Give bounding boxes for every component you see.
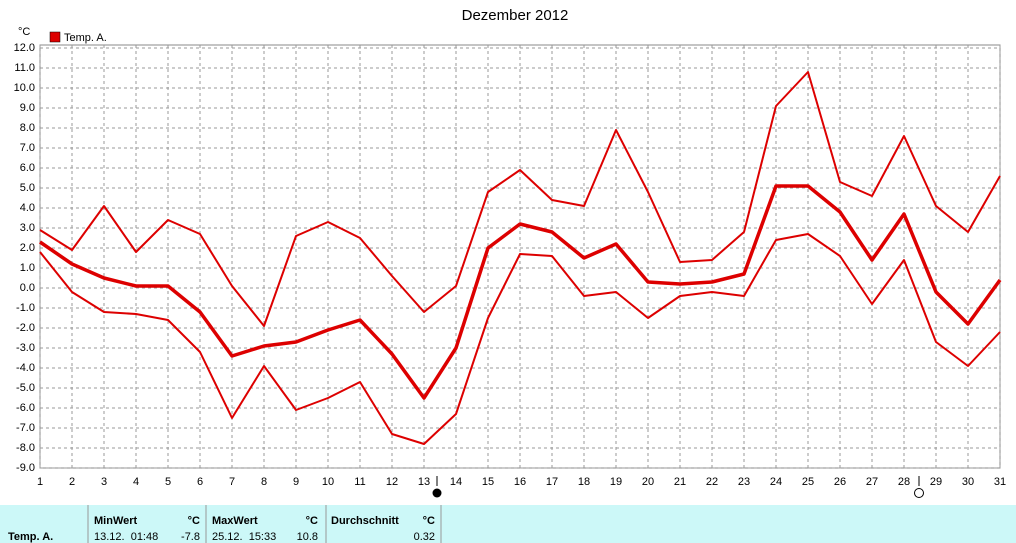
- stats-panel: [0, 505, 1016, 543]
- x-tick-label: 25: [802, 476, 814, 488]
- legend-swatch: [49, 31, 61, 43]
- x-tick-label: 22: [706, 476, 718, 488]
- legend-label: Temp. A.: [64, 32, 107, 44]
- x-tick-label: 28: [898, 476, 910, 488]
- y-tick-label: -1.0: [16, 302, 35, 314]
- stat-title: MinWert: [94, 515, 138, 527]
- new-moon: [432, 488, 442, 498]
- y-tick-label: 2.0: [20, 242, 35, 254]
- y-tick-label: 8.0: [20, 122, 35, 134]
- y-tick-label: -9.0: [16, 462, 35, 474]
- stat-title: Durchschnitt: [331, 515, 399, 527]
- y-tick-label: -7.0: [16, 422, 35, 434]
- stat-unit: °C: [306, 515, 318, 527]
- y-tick-label: -2.0: [16, 322, 35, 334]
- x-tick-label: 3: [101, 476, 107, 488]
- x-tick-label: 16: [514, 476, 526, 488]
- x-tick-label: 11: [354, 476, 365, 488]
- stat-title: MaxWert: [212, 515, 258, 527]
- x-tick-label: 19: [610, 476, 622, 488]
- y-tick-label: -3.0: [16, 342, 35, 354]
- series-line: [39, 71, 1001, 327]
- chart-title: Dezember 2012: [462, 7, 569, 24]
- stats-label: Temp. A.: [8, 531, 53, 543]
- full-moon: [914, 488, 924, 498]
- x-tick-label: 23: [738, 476, 750, 488]
- y-unit: °C: [18, 26, 30, 38]
- y-tick-label: 10.0: [14, 82, 35, 94]
- stat-value: -7.8: [181, 531, 200, 543]
- x-tick-label: 4: [133, 476, 139, 488]
- x-tick-label: 10: [322, 476, 334, 488]
- stat-value: 0.32: [414, 531, 435, 543]
- y-tick-label: 9.0: [20, 102, 35, 114]
- x-tick-label: 20: [642, 476, 654, 488]
- x-tick-label: 9: [293, 476, 299, 488]
- x-tick-label: 30: [962, 476, 974, 488]
- x-tick-label: 7: [229, 476, 235, 488]
- x-tick-label: 5: [165, 476, 171, 488]
- series-line: [39, 233, 1001, 445]
- x-tick-label: 14: [450, 476, 462, 488]
- x-tick-label: 27: [866, 476, 878, 488]
- y-tick-label: 7.0: [20, 142, 35, 154]
- y-tick-label: -4.0: [16, 362, 35, 374]
- x-tick-label: 13: [418, 476, 430, 488]
- y-tick-label: 5.0: [20, 182, 35, 194]
- y-tick-label: 3.0: [20, 222, 35, 234]
- stat-value: 10.8: [297, 531, 318, 543]
- stat-unit: °C: [188, 515, 200, 527]
- y-tick-label: 1.0: [20, 262, 35, 274]
- x-tick-label: 15: [482, 476, 494, 488]
- stat-time: 13.12. 01:48: [94, 531, 158, 543]
- x-tick-label: 12: [386, 476, 398, 488]
- y-tick-label: 6.0: [20, 162, 35, 174]
- x-tick-label: 29: [930, 476, 942, 488]
- y-tick-label: 11.0: [14, 62, 35, 74]
- x-tick-label: 31: [994, 476, 1006, 488]
- x-tick-label: 26: [834, 476, 846, 488]
- y-tick-label: 4.0: [20, 202, 35, 214]
- y-tick-label: -8.0: [16, 442, 35, 454]
- x-tick-label: 18: [578, 476, 590, 488]
- y-tick-label: 0.0: [20, 282, 35, 294]
- x-tick-label: 21: [674, 476, 686, 488]
- x-tick-label: 1: [37, 476, 43, 488]
- x-tick-label: 17: [546, 476, 558, 488]
- stat-unit: °C: [423, 515, 435, 527]
- y-tick-label: 12.0: [14, 42, 35, 54]
- stat-time: 25.12. 15:33: [212, 531, 276, 543]
- series-line: [39, 184, 1002, 400]
- stats-separators: [87, 505, 442, 543]
- x-tick-label: 8: [261, 476, 267, 488]
- x-tick-label: 6: [197, 476, 203, 488]
- y-tick-label: -6.0: [16, 402, 35, 414]
- y-tick-label: -5.0: [16, 382, 35, 394]
- x-tick-label: 2: [69, 476, 75, 488]
- x-tick-label: 24: [770, 476, 782, 488]
